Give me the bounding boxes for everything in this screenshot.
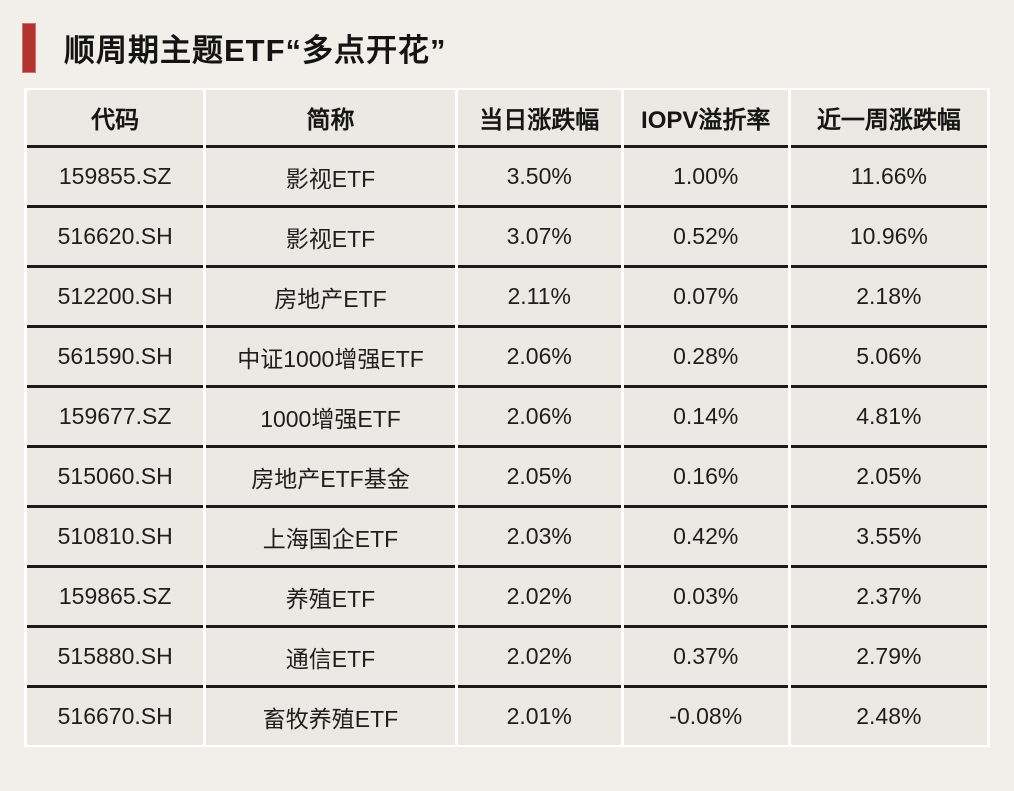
table-row: 515880.SH 通信ETF 2.02% 0.37% 2.79% bbox=[27, 628, 987, 688]
cell-code: 159865.SZ bbox=[27, 568, 204, 628]
page-title: 顺周期主题ETF“多点开花” bbox=[64, 32, 447, 68]
cell-iopv-premium: 0.42% bbox=[623, 508, 788, 568]
cell-code: 515880.SH bbox=[27, 628, 204, 688]
cell-code: 510810.SH bbox=[27, 508, 204, 568]
column-header-day-change: 当日涨跌幅 bbox=[457, 90, 621, 148]
column-header-iopv-premium: IOPV溢折率 bbox=[623, 90, 788, 148]
table-header: 代码 简称 当日涨跌幅 IOPV溢折率 近一周涨跌幅 bbox=[27, 90, 987, 148]
cell-day-change: 2.03% bbox=[457, 508, 621, 568]
cell-week-change: 3.55% bbox=[790, 508, 987, 568]
cell-iopv-premium: 1.00% bbox=[623, 148, 788, 208]
cell-day-change: 2.06% bbox=[457, 388, 621, 448]
cell-name: 1000增强ETF bbox=[206, 388, 455, 448]
column-header-week-change: 近一周涨跌幅 bbox=[790, 90, 987, 148]
etf-table-container: 代码 简称 当日涨跌幅 IOPV溢折率 近一周涨跌幅 159855.SZ 影视ET… bbox=[24, 88, 990, 747]
cell-code: 159855.SZ bbox=[27, 148, 204, 208]
cell-name: 房地产ETF基金 bbox=[206, 448, 455, 508]
cell-week-change: 4.81% bbox=[790, 388, 987, 448]
column-header-name: 简称 bbox=[206, 90, 455, 148]
cell-day-change: 2.01% bbox=[457, 688, 621, 745]
etf-table: 代码 简称 当日涨跌幅 IOPV溢折率 近一周涨跌幅 159855.SZ 影视ET… bbox=[24, 90, 990, 745]
cell-name: 上海国企ETF bbox=[206, 508, 455, 568]
cell-iopv-premium: 0.16% bbox=[623, 448, 788, 508]
cell-name: 房地产ETF bbox=[206, 268, 455, 328]
cell-code: 516670.SH bbox=[27, 688, 204, 745]
cell-iopv-premium: 0.07% bbox=[623, 268, 788, 328]
cell-iopv-premium: -0.08% bbox=[623, 688, 788, 745]
table-row: 510810.SH 上海国企ETF 2.03% 0.42% 3.55% bbox=[27, 508, 987, 568]
table-header-row: 代码 简称 当日涨跌幅 IOPV溢折率 近一周涨跌幅 bbox=[27, 90, 987, 148]
title-accent-bar bbox=[22, 23, 36, 73]
table-row: 515060.SH 房地产ETF基金 2.05% 0.16% 2.05% bbox=[27, 448, 987, 508]
table-row: 516620.SH 影视ETF 3.07% 0.52% 10.96% bbox=[27, 208, 987, 268]
cell-iopv-premium: 0.14% bbox=[623, 388, 788, 448]
table-row: 159865.SZ 养殖ETF 2.02% 0.03% 2.37% bbox=[27, 568, 987, 628]
cell-week-change: 11.66% bbox=[790, 148, 987, 208]
cell-week-change: 2.05% bbox=[790, 448, 987, 508]
cell-week-change: 2.37% bbox=[790, 568, 987, 628]
cell-name: 养殖ETF bbox=[206, 568, 455, 628]
cell-name: 畜牧养殖ETF bbox=[206, 688, 455, 745]
cell-name: 影视ETF bbox=[206, 208, 455, 268]
cell-code: 159677.SZ bbox=[27, 388, 204, 448]
cell-iopv-premium: 0.28% bbox=[623, 328, 788, 388]
cell-day-change: 2.05% bbox=[457, 448, 621, 508]
table-row: 516670.SH 畜牧养殖ETF 2.01% -0.08% 2.48% bbox=[27, 688, 987, 745]
cell-code: 561590.SH bbox=[27, 328, 204, 388]
cell-week-change: 5.06% bbox=[790, 328, 987, 388]
table-body: 159855.SZ 影视ETF 3.50% 1.00% 11.66% 516620.SH 影… bbox=[27, 148, 987, 745]
table-row: 561590.SH 中证1000增强ETF 2.06% 0.28% 5.06% bbox=[27, 328, 987, 388]
cell-day-change: 2.06% bbox=[457, 328, 621, 388]
cell-name: 通信ETF bbox=[206, 628, 455, 688]
cell-iopv-premium: 0.52% bbox=[623, 208, 788, 268]
cell-day-change: 2.02% bbox=[457, 628, 621, 688]
cell-week-change: 2.18% bbox=[790, 268, 987, 328]
cell-day-change: 2.02% bbox=[457, 568, 621, 628]
cell-name: 中证1000增强ETF bbox=[206, 328, 455, 388]
cell-day-change: 3.50% bbox=[457, 148, 621, 208]
cell-day-change: 3.07% bbox=[457, 208, 621, 268]
cell-iopv-premium: 0.03% bbox=[623, 568, 788, 628]
cell-name: 影视ETF bbox=[206, 148, 455, 208]
cell-code: 516620.SH bbox=[27, 208, 204, 268]
cell-code: 512200.SH bbox=[27, 268, 204, 328]
table-row: 159677.SZ 1000增强ETF 2.06% 0.14% 4.81% bbox=[27, 388, 987, 448]
cell-week-change: 2.79% bbox=[790, 628, 987, 688]
cell-week-change: 10.96% bbox=[790, 208, 987, 268]
cell-iopv-premium: 0.37% bbox=[623, 628, 788, 688]
cell-code: 515060.SH bbox=[27, 448, 204, 508]
table-row: 159855.SZ 影视ETF 3.50% 1.00% 11.66% bbox=[27, 148, 987, 208]
title-section: 顺周期主题ETF“多点开花” bbox=[0, 0, 1014, 74]
cell-day-change: 2.11% bbox=[457, 268, 621, 328]
column-header-code: 代码 bbox=[27, 90, 204, 148]
table-row: 512200.SH 房地产ETF 2.11% 0.07% 2.18% bbox=[27, 268, 987, 328]
cell-week-change: 2.48% bbox=[790, 688, 987, 745]
